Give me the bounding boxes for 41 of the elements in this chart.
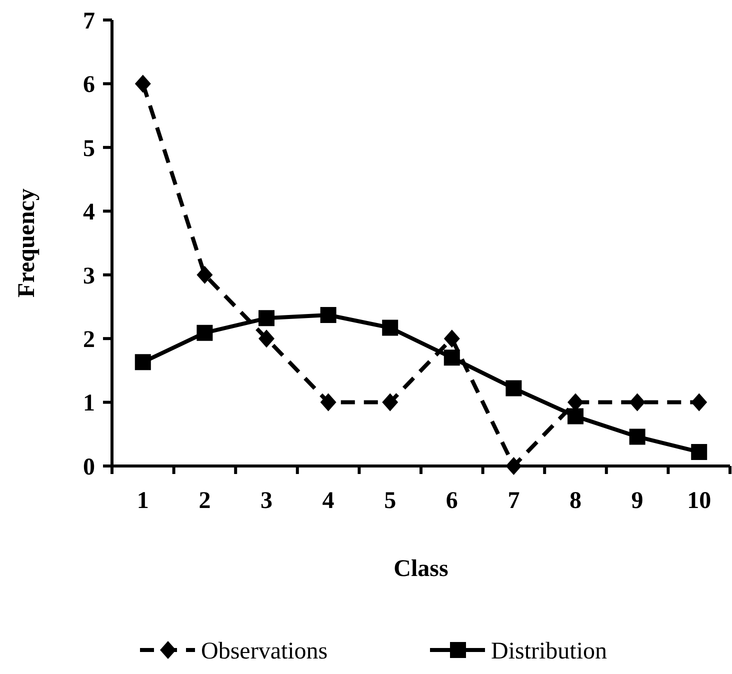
point <box>568 408 584 424</box>
y-tick-label: 1 <box>83 390 95 417</box>
y-tick-label: 0 <box>83 454 95 480</box>
point <box>382 320 398 336</box>
x-tick-label: 8 <box>570 488 582 514</box>
point <box>134 354 151 370</box>
x-tick-label: 7 <box>508 488 520 514</box>
y-tick-label: 4 <box>83 200 95 226</box>
y-tick-label: 6 <box>83 72 95 98</box>
point <box>258 310 274 326</box>
legend-label: Distribution <box>491 638 608 664</box>
point <box>629 428 646 445</box>
point <box>320 393 336 412</box>
y-tick-label: 2 <box>83 326 95 353</box>
x-tick-label: 9 <box>631 488 644 514</box>
x-tick-label: 10 <box>687 488 712 514</box>
point <box>444 330 460 348</box>
x-tick-label: 4 <box>322 488 334 514</box>
x-tick-label: 1 <box>136 488 149 514</box>
x-tick-label: 3 <box>260 488 272 514</box>
y-tick-label: 3 <box>83 263 95 290</box>
point <box>506 380 522 396</box>
point <box>382 393 398 412</box>
point <box>629 393 646 412</box>
point <box>506 457 522 475</box>
point <box>691 444 708 460</box>
legend-label: Observations <box>201 638 328 664</box>
point <box>691 393 708 412</box>
x-tick-label: 5 <box>384 488 396 514</box>
point <box>320 306 336 323</box>
point <box>444 350 460 366</box>
point <box>196 266 213 284</box>
x-axis-title: Class <box>394 556 448 582</box>
y-axis-title: Frequency <box>14 188 40 298</box>
y-tick-label: 5 <box>83 136 95 162</box>
point <box>134 74 151 93</box>
x-tick-label: 2 <box>198 488 211 514</box>
point <box>196 324 213 341</box>
point <box>258 330 274 348</box>
x-tick-label: 6 <box>446 488 458 514</box>
y-tick-label: 7 <box>83 8 95 34</box>
